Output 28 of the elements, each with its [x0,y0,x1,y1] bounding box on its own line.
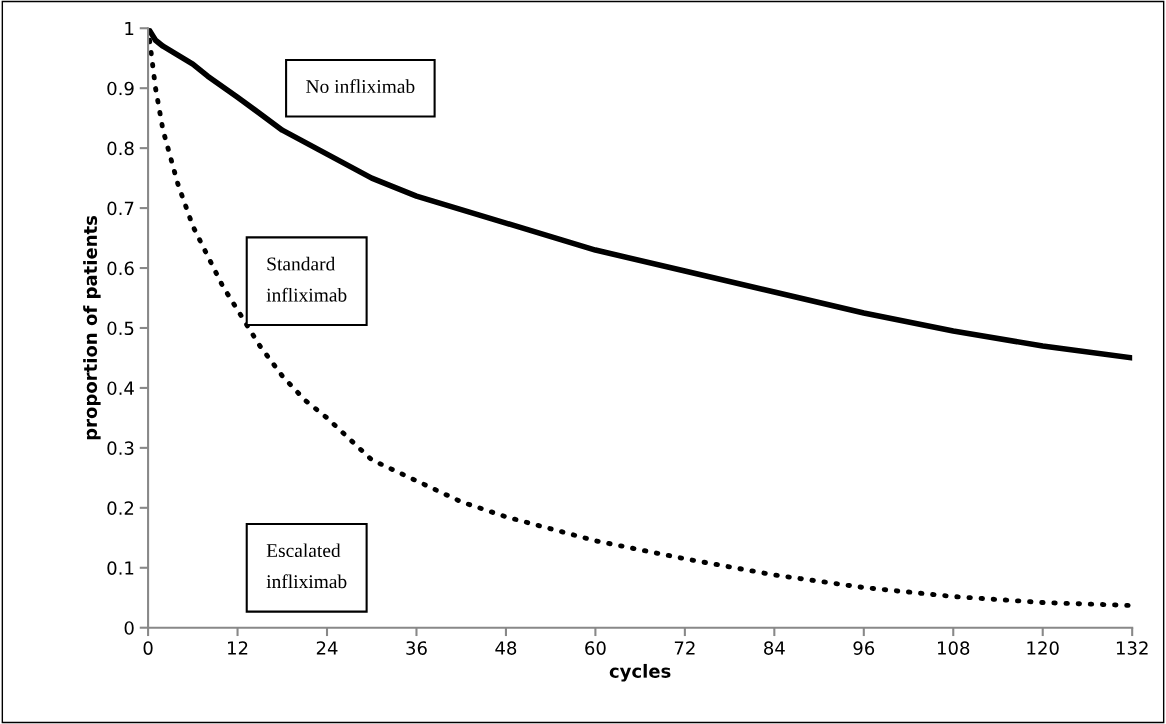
x-tick-label: 132 [1116,641,1148,655]
x-tick-label: 12 [228,641,248,655]
y-tick-label: 0.4 [107,381,134,396]
y-tick-label: 0.9 [107,81,134,96]
x-tick-label: 24 [316,641,338,655]
annotation: No infliximab [306,79,415,94]
annotation: Standard infliximab [266,256,347,302]
annotation: Escalated infliximab [266,543,347,589]
x-tick-label: 120 [1027,641,1059,655]
y-tick-label: 0.6 [107,261,134,276]
y-tick-label: 0.5 [107,321,134,336]
y-tick-label: 0.8 [107,141,134,156]
x-tick-label: 108 [938,641,970,655]
x-tick-label: 48 [495,641,517,655]
x-tick-label: 0 [143,641,153,655]
y-axis-title: proportion of patients [83,215,101,440]
y-tick-label: 0 [124,621,134,635]
y-tick-label: 0.1 [107,561,134,575]
y-tick-label: 0.7 [107,201,134,216]
y-tick-label: 0.2 [107,501,134,515]
x-tick-label: 96 [853,641,875,655]
y-tick-label: 0.3 [107,441,134,455]
x-tick-label: 36 [406,641,427,655]
x-tick-label: 60 [585,641,606,655]
y-tick-label: 1 [125,21,134,36]
x-axis-title: cycles [609,663,671,682]
x-tick-label: 84 [764,641,785,655]
x-tick-label: 72 [674,641,695,655]
